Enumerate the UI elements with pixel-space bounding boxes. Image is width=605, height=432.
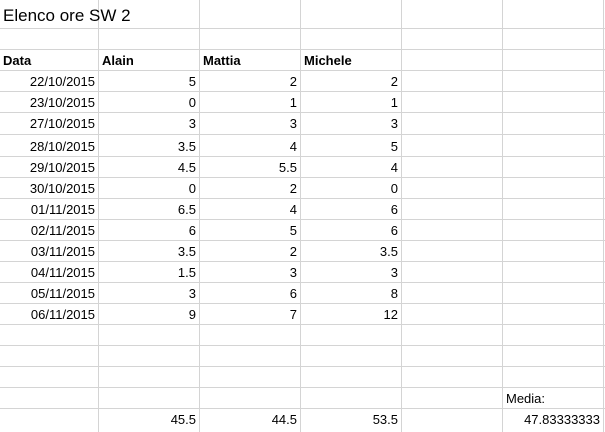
alain-hours-cell[interactable]: 3 bbox=[188, 116, 196, 131]
grid-column-line bbox=[199, 0, 200, 432]
grid-row-line bbox=[0, 112, 605, 134]
grid-row-line bbox=[0, 177, 605, 199]
grid-row-line bbox=[0, 28, 605, 50]
date-cell[interactable]: 22/10/2015 bbox=[29, 74, 95, 89]
mattia-hours-cell[interactable]: 6 bbox=[289, 286, 297, 301]
grid-row-line bbox=[0, 282, 605, 304]
grid-column-line bbox=[603, 0, 604, 432]
grid-column-line bbox=[98, 0, 99, 432]
grid-row-line bbox=[0, 303, 605, 325]
media-label-cell[interactable]: Media: bbox=[506, 391, 546, 406]
date-cell[interactable]: 03/11/2015 bbox=[30, 244, 95, 259]
alain-hours-cell[interactable]: 0 bbox=[188, 95, 196, 110]
grid-row-line bbox=[0, 387, 605, 409]
date-cell[interactable]: 27/10/2015 bbox=[29, 116, 95, 131]
grid-row-line bbox=[0, 91, 605, 113]
grid-row-line bbox=[0, 261, 605, 283]
media-value-cell[interactable]: 47.83333333 bbox=[524, 412, 600, 427]
grid-column-line bbox=[502, 0, 503, 432]
date-cell[interactable]: 29/10/2015 bbox=[29, 160, 95, 175]
header-cell-alain[interactable]: Alain bbox=[102, 53, 134, 68]
michele-hours-cell[interactable]: 8 bbox=[390, 286, 398, 301]
michele-hours-cell[interactable]: 3.5 bbox=[379, 244, 398, 259]
grid-row-line bbox=[0, 345, 605, 367]
header-cell-mattia[interactable]: Mattia bbox=[203, 53, 241, 68]
header-cell-michele[interactable]: Michele bbox=[304, 53, 352, 68]
alain-hours-cell[interactable]: 3.5 bbox=[177, 139, 196, 154]
header-cell-data[interactable]: Data bbox=[3, 53, 32, 68]
michele-hours-cell[interactable]: 5 bbox=[390, 139, 398, 154]
alain-hours-cell[interactable]: 5 bbox=[188, 74, 196, 89]
mattia-hours-cell[interactable]: 2 bbox=[289, 74, 297, 89]
mattia-hours-cell[interactable]: 2 bbox=[289, 244, 297, 259]
date-cell[interactable]: 02/11/2015 bbox=[30, 223, 95, 238]
grid-column-line bbox=[300, 0, 301, 432]
michele-hours-cell[interactable]: 1 bbox=[390, 95, 398, 110]
michele-hours-cell[interactable]: 2 bbox=[390, 74, 398, 89]
mattia-hours-cell[interactable]: 7 bbox=[289, 307, 297, 322]
michele-hours-cell[interactable]: 3 bbox=[390, 265, 398, 280]
mattia-total-cell[interactable]: 44.5 bbox=[271, 412, 297, 427]
alain-hours-cell[interactable]: 3.5 bbox=[177, 244, 196, 259]
alain-hours-cell[interactable]: 9 bbox=[188, 307, 196, 322]
date-cell[interactable]: 01/11/2015 bbox=[30, 202, 95, 217]
mattia-hours-cell[interactable]: 4 bbox=[289, 202, 297, 217]
grid-row-line bbox=[0, 324, 605, 346]
grid-row-line bbox=[0, 408, 605, 430]
grid-row-line bbox=[0, 240, 605, 262]
date-cell[interactable]: 05/11/2015 bbox=[30, 286, 95, 301]
grid-row-line bbox=[0, 219, 605, 241]
alain-hours-cell[interactable]: 6 bbox=[188, 223, 196, 238]
michele-hours-cell[interactable]: 6 bbox=[390, 223, 398, 238]
alain-hours-cell[interactable]: 4.5 bbox=[177, 160, 196, 175]
mattia-hours-cell[interactable]: 4 bbox=[289, 139, 297, 154]
grid-row-line bbox=[0, 134, 605, 156]
alain-hours-cell[interactable]: 0 bbox=[188, 181, 196, 196]
mattia-hours-cell[interactable]: 2 bbox=[289, 181, 297, 196]
michele-hours-cell[interactable]: 4 bbox=[390, 160, 398, 175]
alain-hours-cell[interactable]: 1.5 bbox=[177, 265, 196, 280]
date-cell[interactable]: 30/10/2015 bbox=[29, 181, 95, 196]
mattia-hours-cell[interactable]: 5.5 bbox=[278, 160, 297, 175]
grid-row-line bbox=[0, 366, 605, 388]
mattia-hours-cell[interactable]: 5 bbox=[289, 223, 297, 238]
michele-hours-cell[interactable]: 0 bbox=[390, 181, 398, 196]
alain-total-cell[interactable]: 45.5 bbox=[170, 412, 196, 427]
sheet-title-cell[interactable]: Elenco ore SW 2 bbox=[3, 6, 131, 25]
michele-hours-cell[interactable]: 6 bbox=[390, 202, 398, 217]
mattia-hours-cell[interactable]: 1 bbox=[289, 95, 297, 110]
grid-column-line bbox=[401, 0, 402, 432]
date-cell[interactable]: 04/11/2015 bbox=[30, 265, 95, 280]
michele-total-cell[interactable]: 53.5 bbox=[372, 412, 398, 427]
grid-row-line bbox=[0, 198, 605, 220]
date-cell[interactable]: 28/10/2015 bbox=[29, 139, 95, 154]
date-cell[interactable]: 06/11/2015 bbox=[30, 307, 95, 322]
grid-row-line bbox=[0, 70, 605, 92]
mattia-hours-cell[interactable]: 3 bbox=[289, 116, 297, 131]
michele-hours-cell[interactable]: 3 bbox=[390, 116, 398, 131]
mattia-hours-cell[interactable]: 3 bbox=[289, 265, 297, 280]
alain-hours-cell[interactable]: 6.5 bbox=[177, 202, 196, 217]
grid-row-line bbox=[0, 49, 605, 71]
alain-hours-cell[interactable]: 3 bbox=[188, 286, 196, 301]
michele-hours-cell[interactable]: 12 bbox=[383, 307, 398, 322]
grid-row-line bbox=[0, 156, 605, 178]
date-cell[interactable]: 23/10/2015 bbox=[29, 95, 95, 110]
